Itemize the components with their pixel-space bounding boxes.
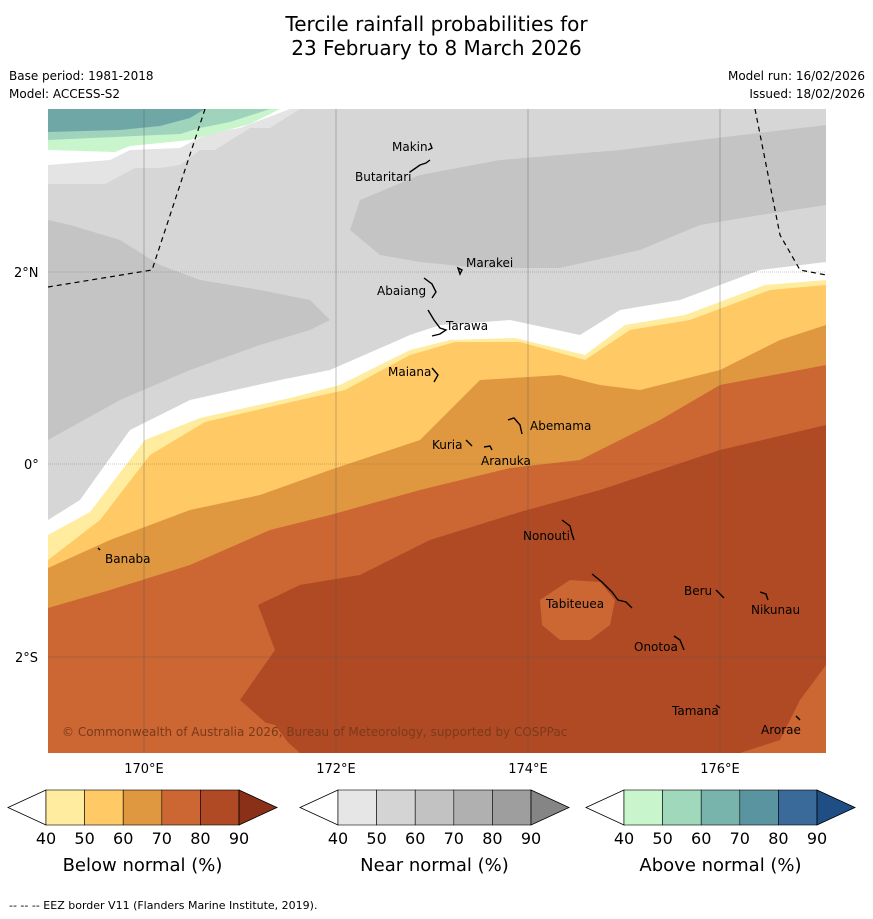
lon-tick-172e: 172°E [316, 762, 356, 777]
copyright-notice: © Commonwealth of Australia 2026, Bureau… [62, 725, 567, 739]
near-normal-swatch-4 [453, 789, 493, 826]
title-line-1: Tercile rainfall probabilities for [285, 12, 588, 36]
lon-axis: 170°E 172°E 174°E 176°E [124, 762, 740, 777]
near-normal-tick-60: 60 [405, 829, 425, 848]
below-normal-label: Below normal (%) [63, 855, 223, 876]
model-name: Model: ACCESS-S2 [9, 87, 121, 101]
label-abaiang: Abaiang [377, 284, 426, 298]
above-normal-tick-90: 90 [807, 829, 827, 848]
above-normal-70 [48, 109, 205, 132]
label-banaba: Banaba [105, 552, 151, 566]
above-normal-swatch-1 [623, 789, 663, 826]
below-normal-tick-50: 50 [74, 829, 94, 848]
colorbar-above-normal: 40 50 60 70 80 90 Above normal (%) [585, 789, 856, 876]
near-normal-swatch-1 [337, 789, 377, 826]
below-normal-swatch-1 [45, 789, 85, 826]
lat-tick-2s: 2°S [15, 651, 38, 666]
above-normal-extend-low [585, 789, 625, 826]
below-normal-tick-90: 90 [229, 829, 249, 848]
below-normal-swatch-5 [200, 789, 240, 826]
below-normal-tick-60: 60 [113, 829, 133, 848]
probability-field: Makin Butaritari Marakei Abaiang Tarawa … [48, 109, 826, 753]
eez-footer-note: -- -- -- EEZ border V11 (Flanders Marine… [9, 899, 318, 912]
lon-tick-176e: 176°E [700, 762, 740, 777]
label-marakei: Marakei [466, 256, 513, 270]
below-normal-70-south [236, 720, 290, 753]
near-normal-tick-90: 90 [521, 829, 541, 848]
lon-tick-174e: 174°E [508, 762, 548, 777]
lon-tick-170e: 170°E [124, 762, 164, 777]
title-line-2: 23 February to 8 March 2026 [291, 36, 582, 60]
model-run: Model run: 16/02/2026 [727, 69, 865, 83]
near-normal-extend-high [530, 789, 570, 826]
island-outlines [97, 142, 801, 721]
label-makin: Makin [392, 140, 428, 154]
above-normal-tick-60: 60 [691, 829, 711, 848]
below-normal-swatch-4 [161, 789, 201, 826]
near-normal-tick-80: 80 [482, 829, 502, 848]
label-beru: Beru [684, 584, 712, 598]
label-tabiteuea: Tabiteuea [545, 597, 604, 611]
above-normal-swatch-3 [700, 789, 741, 826]
below-normal-tick-70: 70 [152, 829, 172, 848]
lat-tick-2n: 2°N [14, 266, 39, 281]
near-normal-label: Near normal (%) [360, 855, 509, 876]
label-butaritari: Butaritari [355, 170, 412, 184]
eez-border [48, 109, 826, 288]
label-aranuka: Aranuka [481, 454, 531, 468]
below-normal-extend-low [7, 789, 47, 826]
below-normal-swatch-2 [84, 789, 124, 826]
below-normal-extend-high [238, 789, 278, 826]
above-normal-extend-high [816, 789, 856, 826]
colorbar-near-normal: 40 50 60 70 80 90 Near normal (%) [299, 789, 570, 876]
below-normal-tick-40: 40 [36, 829, 56, 848]
near-normal-extend-low [299, 789, 339, 826]
label-nikunau: Nikunau [751, 603, 800, 617]
label-abemama: Abemama [530, 419, 591, 433]
meta-right: Model run: 16/02/2026 Issued: 18/02/2026 [728, 67, 865, 103]
label-kuria: Kuria [432, 438, 463, 452]
meta-left: Base period: 1981-2018 Model: ACCESS-S2 [9, 67, 154, 103]
above-normal-swatch-5 [778, 789, 818, 826]
above-normal-tick-70: 70 [730, 829, 750, 848]
map-title: Tercile rainfall probabilities for 23 Fe… [0, 12, 873, 60]
base-period: Base period: 1981-2018 [9, 69, 154, 83]
above-normal-swatch-2 [662, 789, 702, 826]
near-normal-60-north [350, 125, 826, 268]
above-normal-tick-80: 80 [768, 829, 788, 848]
below-normal-80 [240, 425, 826, 753]
near-normal-60-west [48, 220, 330, 440]
below-normal-swatch-3 [122, 789, 163, 826]
lat-tick-0: 0° [24, 458, 39, 473]
label-nonouti: Nonouti [523, 529, 570, 543]
near-normal-swatch-2 [376, 789, 416, 826]
place-labels: Makin Butaritari Marakei Abaiang Tarawa … [105, 140, 801, 737]
above-normal-swatch-4 [739, 789, 779, 826]
near-normal-tick-40: 40 [328, 829, 348, 848]
graticule [48, 109, 826, 753]
near-normal-tick-70: 70 [444, 829, 464, 848]
near-normal-tick-50: 50 [366, 829, 386, 848]
above-normal-label: Above normal (%) [639, 855, 801, 876]
near-normal-swatch-5 [492, 789, 532, 826]
label-maiana: Maiana [388, 365, 431, 379]
label-tarawa: Tarawa [445, 319, 488, 333]
above-normal-tick-50: 50 [652, 829, 672, 848]
issued-date: Issued: 18/02/2026 [749, 87, 865, 101]
lat-axis: 2°N 0° 2°S [14, 266, 39, 666]
colorbar-below-normal: 40 50 60 70 80 90 Below normal (%) [7, 789, 278, 876]
above-normal-tick-40: 40 [614, 829, 634, 848]
below-normal-tick-80: 80 [190, 829, 210, 848]
below-normal-70-island [540, 580, 615, 640]
label-arorae: Arorae [761, 723, 801, 737]
label-onotoa: Onotoa [634, 640, 678, 654]
near-normal-swatch-3 [414, 789, 455, 826]
label-tamana: Tamana [671, 704, 719, 718]
